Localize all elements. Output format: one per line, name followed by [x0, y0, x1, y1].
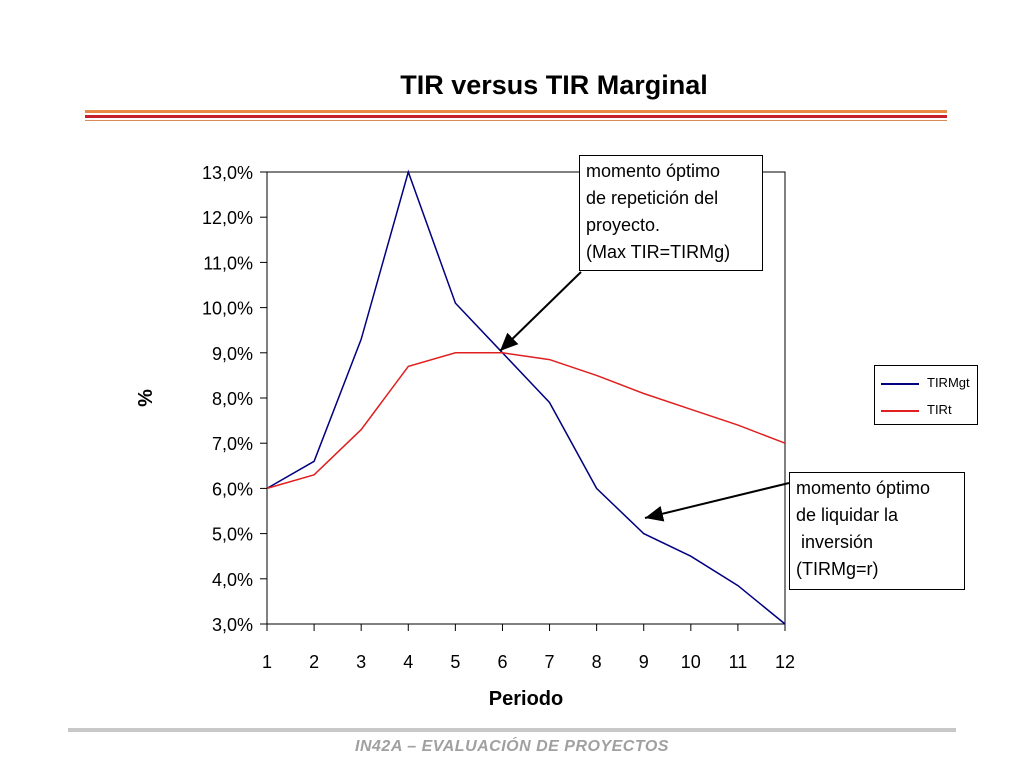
y-tick-label: 5,0% [212, 525, 253, 545]
x-tick-label: 10 [681, 652, 701, 672]
y-tick-label: 11,0% [203, 253, 253, 273]
chart-legend: TIRMgt TIRt [874, 365, 978, 425]
title-divider [85, 110, 947, 122]
tick-labels: 3,0%4,0%5,0%6,0%7,0%8,0%9,0%10,0%11,0%12… [202, 163, 795, 672]
series-line-tirmgt [266, 169, 786, 625]
legend-label-tirmgt: TIRMgt [927, 375, 970, 390]
x-tick-label: 12 [775, 652, 795, 672]
x-tick-label: 1 [262, 652, 272, 672]
x-tick-label: 2 [309, 652, 319, 672]
x-tick-label: 8 [592, 652, 602, 672]
x-tick-label: 3 [356, 652, 366, 672]
legend-label-tirt: TIRt [927, 402, 952, 417]
series-layer [266, 169, 786, 625]
x-tick-label: 9 [639, 652, 649, 672]
series-line-tirt [266, 352, 786, 490]
y-tick-label: 13,0% [202, 163, 253, 183]
footer-text: IN42A – EVALUACIÓN DE PROYECTOS [355, 738, 669, 755]
y-tick-label: 7,0% [212, 434, 253, 454]
x-tick-label: 6 [497, 652, 507, 672]
y-tick-label: 6,0% [212, 479, 253, 499]
legend-swatch-tirt [881, 410, 919, 412]
x-tick-label: 11 [729, 652, 748, 672]
annotation-optimal-liquidation: momento óptimo de liquidar la inversión … [789, 472, 965, 590]
y-tick-label: 4,0% [212, 570, 253, 590]
y-tick-label: 12,0% [202, 208, 253, 228]
annotation-optimal-repetition: momento óptimo de repetición del proyect… [579, 155, 763, 271]
y-tick-label: 3,0% [212, 615, 253, 635]
x-axis-title: Periodo [489, 688, 563, 710]
y-tick-label: 9,0% [212, 344, 253, 364]
arrow-optimal-repetition [499, 271, 582, 352]
x-tick-label: 7 [545, 652, 555, 672]
arrow-optimal-liquidation [644, 482, 790, 522]
y-axis-title: % [135, 389, 157, 407]
y-tick-label: 10,0% [202, 299, 253, 319]
slide-title: TIR versus TIR Marginal [400, 70, 708, 100]
annotation-arrows [499, 271, 790, 522]
footer-divider [68, 728, 956, 732]
x-tick-label: 5 [450, 652, 460, 672]
y-tick-label: 8,0% [212, 389, 253, 409]
x-tick-label: 4 [403, 652, 413, 672]
legend-swatch-tirmgt [881, 383, 919, 385]
